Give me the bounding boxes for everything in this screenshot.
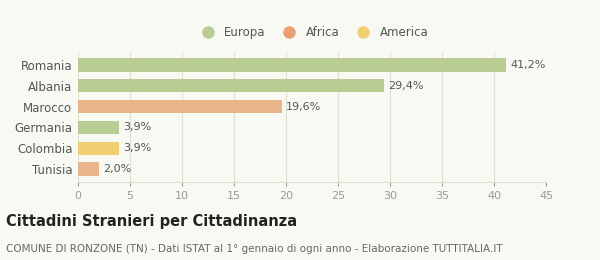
Bar — [78, 121, 119, 134]
Bar — [78, 142, 119, 155]
Text: 3,9%: 3,9% — [123, 143, 151, 153]
Legend: Europa, Africa, America: Europa, Africa, America — [191, 22, 433, 44]
Text: COMUNE DI RONZONE (TN) - Dati ISTAT al 1° gennaio di ogni anno - Elaborazione TU: COMUNE DI RONZONE (TN) - Dati ISTAT al 1… — [6, 244, 503, 254]
Bar — [78, 58, 506, 72]
Text: 2,0%: 2,0% — [103, 164, 131, 174]
Text: 19,6%: 19,6% — [286, 102, 321, 112]
Text: 41,2%: 41,2% — [511, 60, 546, 70]
Bar — [78, 79, 384, 92]
Bar — [78, 100, 282, 113]
Bar — [78, 162, 99, 176]
Text: 29,4%: 29,4% — [388, 81, 424, 91]
Text: 3,9%: 3,9% — [123, 122, 151, 132]
Text: Cittadini Stranieri per Cittadinanza: Cittadini Stranieri per Cittadinanza — [6, 214, 297, 229]
